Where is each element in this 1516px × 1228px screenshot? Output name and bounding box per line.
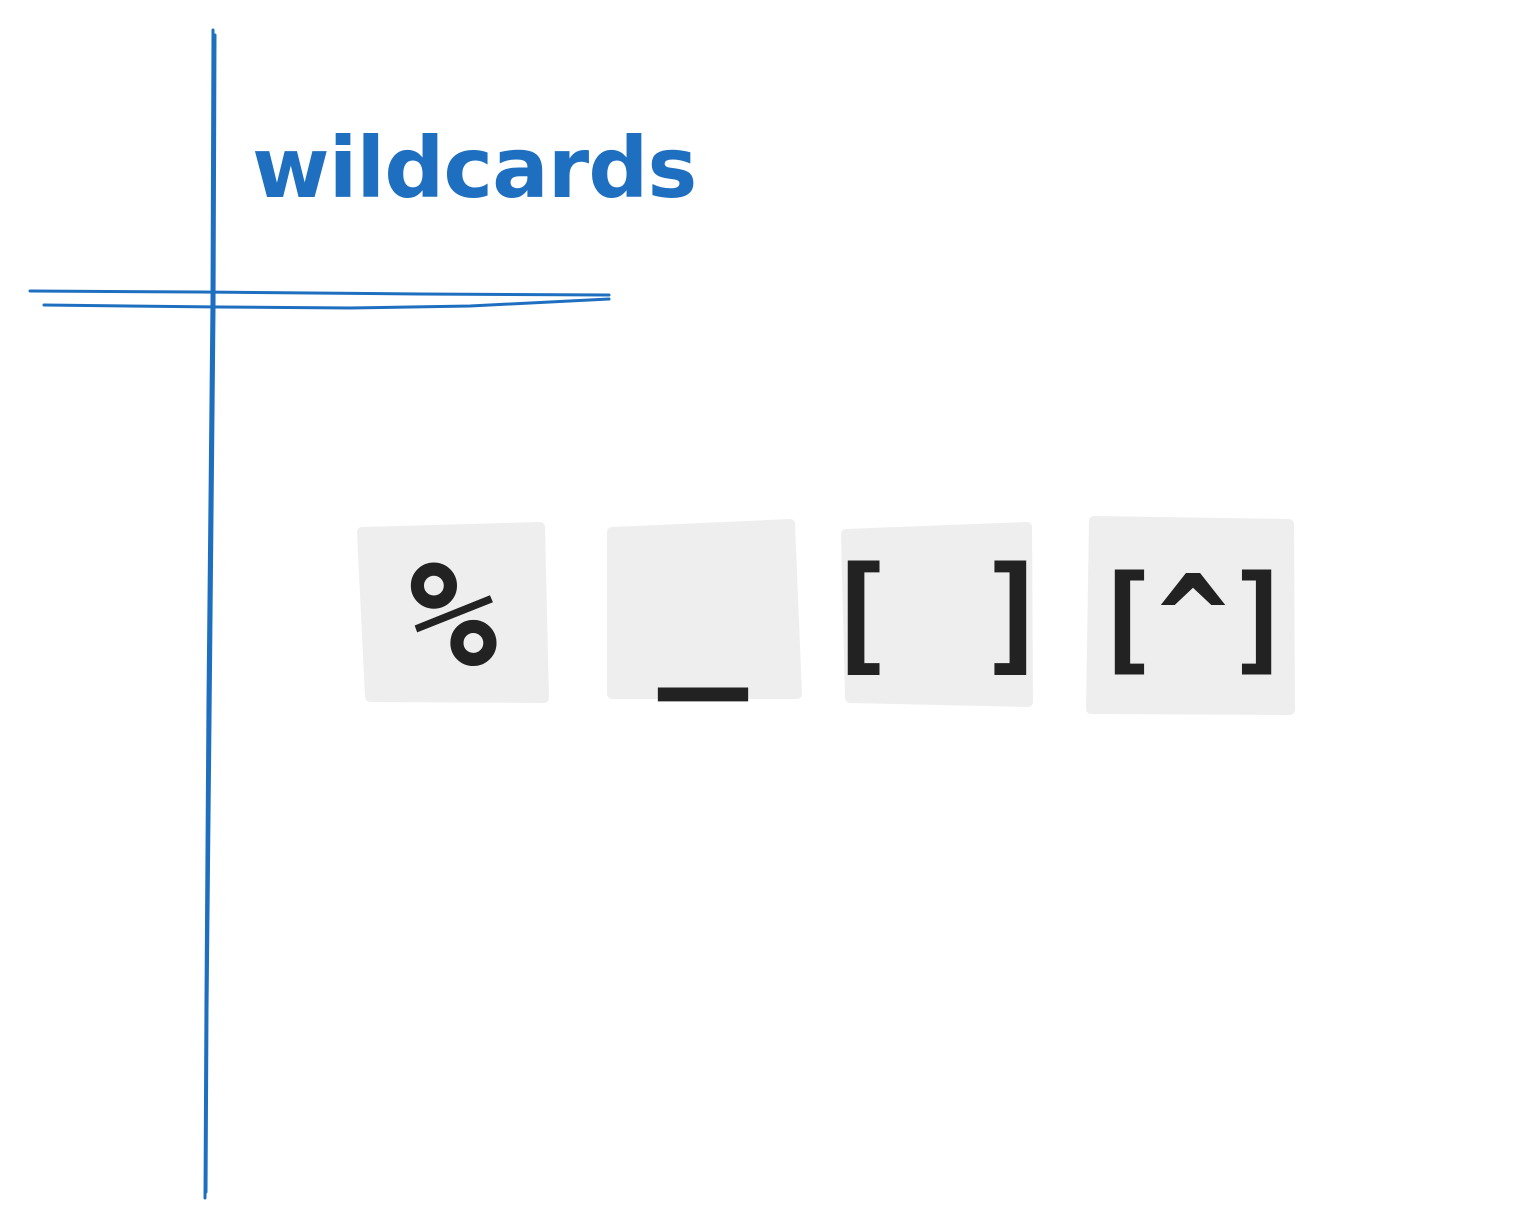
wildcard-underscore-label: _ — [657, 528, 749, 702]
vertical-divider-line-2 — [204, 33, 217, 1194]
wildcard-percent-label: % — [408, 529, 498, 701]
horizontal-divider-line-2 — [42, 297, 611, 310]
tile-underscore-background — [607, 519, 802, 699]
page-title: wildcards — [252, 119, 697, 217]
wildcard-caret-brackets-label: [^] — [1090, 549, 1295, 687]
tile-percent-background — [357, 522, 549, 703]
tile-brackets-background — [841, 522, 1033, 707]
horizontal-divider-line — [28, 289, 611, 297]
tile-caret-brackets-background — [1086, 516, 1295, 715]
wildcard-brackets-label: [ ] — [821, 540, 1053, 689]
